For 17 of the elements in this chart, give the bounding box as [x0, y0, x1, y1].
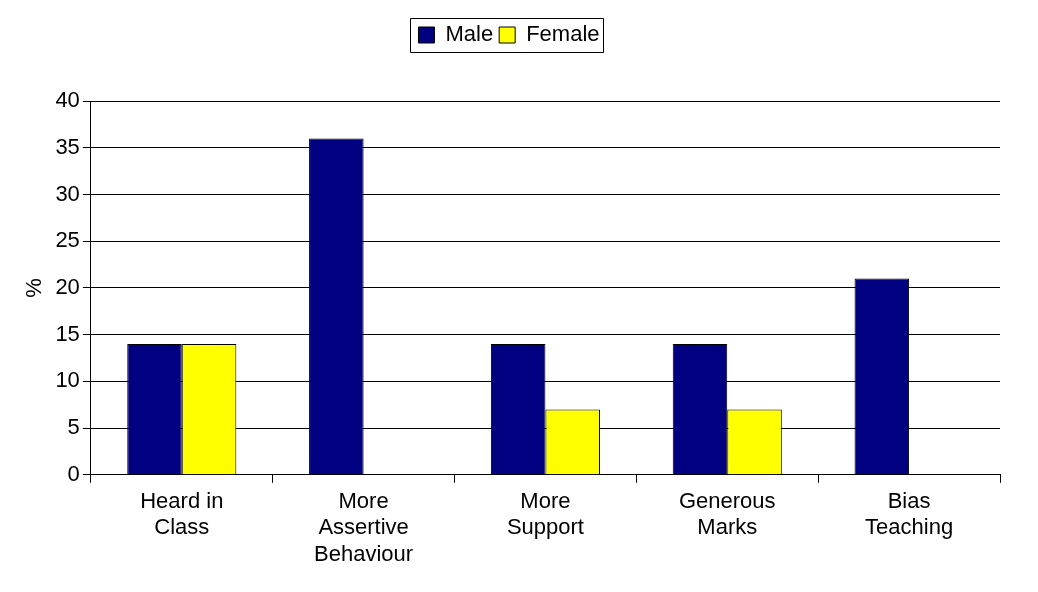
x-tick-label: More Assertive Behaviour: [314, 488, 414, 566]
x-tick-label: More Support: [506, 488, 584, 540]
legend-label: Female: [526, 21, 600, 47]
y-axis-title: %: [21, 278, 47, 298]
y-tick-label: 35: [55, 133, 80, 159]
x-tick-label: Bias Teaching: [865, 488, 954, 540]
y-tick-label: 25: [55, 227, 80, 253]
y-tick-label: 30: [55, 180, 80, 206]
x-tick-label: Heard in Class: [140, 488, 224, 540]
legend-label: Male: [445, 21, 494, 47]
y-tick-label: 5: [67, 414, 80, 440]
y-tick-label: 0: [67, 460, 80, 486]
y-tick-label: 10: [55, 367, 80, 393]
y-tick-label: 40: [55, 87, 80, 113]
y-tick-label: 15: [55, 320, 80, 346]
y-tick-label: 20: [55, 273, 80, 299]
x-tick-label: Generous Marks: [678, 488, 776, 540]
